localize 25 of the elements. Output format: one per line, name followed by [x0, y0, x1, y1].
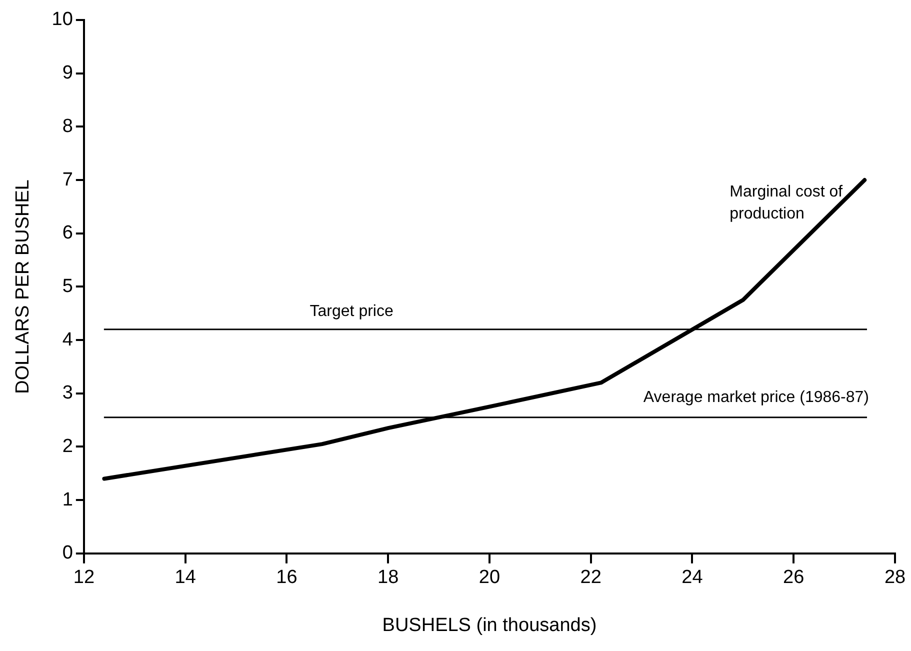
x-tick-label: 14	[174, 567, 196, 588]
x-axis-title: BUSHELS (in thousands)	[382, 614, 597, 636]
x-tick-label: 24	[682, 567, 704, 588]
x-tick-label: 26	[783, 567, 804, 588]
ref-line-label: Average market price (1986-87)	[643, 388, 869, 406]
y-tick-label: 7	[62, 169, 73, 190]
y-tick-label: 5	[62, 276, 73, 297]
x-tick-label: 18	[378, 567, 399, 588]
ref-line-label: Target price	[310, 302, 394, 320]
y-tick-label: 2	[62, 436, 73, 457]
y-tick-label: 8	[62, 116, 73, 137]
series-label: Marginal cost of production	[730, 183, 844, 222]
y-tick-label: 3	[62, 382, 73, 404]
x-tick-label: 20	[478, 567, 500, 588]
x-tick-label: 22	[580, 567, 602, 588]
x-tick-label: 16	[276, 567, 298, 588]
x-tick-label: 28	[884, 567, 906, 588]
y-tick-label: 0	[62, 542, 73, 564]
y-tick-label: 6	[62, 222, 73, 244]
y-tick-label: 1	[62, 489, 73, 510]
y-axis-title: DOLLARS PER BUSHEL	[12, 180, 34, 394]
y-tick-label: 4	[62, 329, 74, 350]
x-tick-label: 12	[73, 567, 95, 588]
y-tick-label: 10	[52, 9, 73, 30]
y-tick-label: 9	[62, 62, 73, 84]
